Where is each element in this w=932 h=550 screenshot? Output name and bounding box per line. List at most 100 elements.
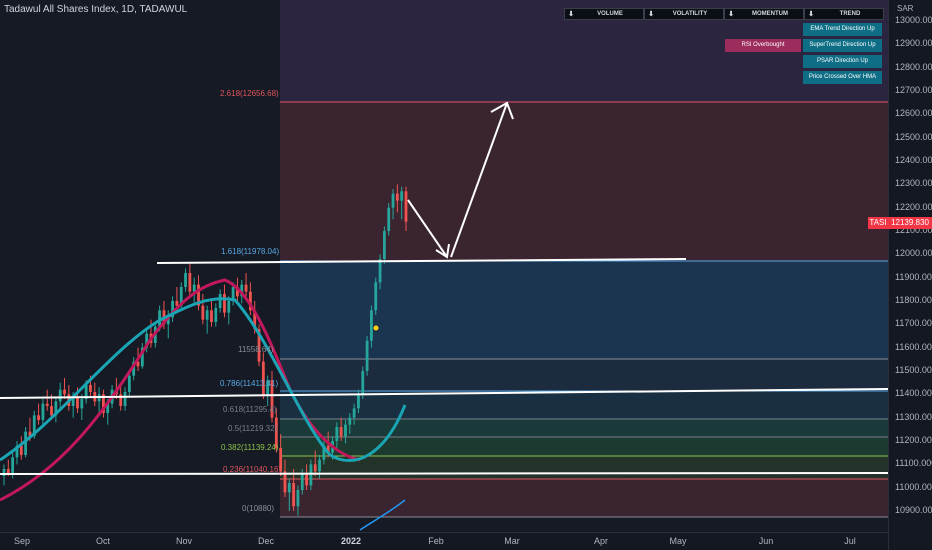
price-chart[interactable]	[0, 0, 888, 532]
candle-body	[395, 193, 399, 201]
candle-body	[309, 464, 313, 486]
candle-body	[382, 231, 386, 259]
price-tick-label: 12000.000	[895, 248, 932, 259]
candle-body	[266, 380, 270, 395]
candle-body	[387, 207, 391, 231]
down-arrow-icon: ⬇	[808, 11, 814, 18]
candle-body	[37, 415, 40, 420]
fib-zone-green2	[280, 437, 888, 456]
candle-body	[365, 340, 369, 371]
panel-header-trend[interactable]: ⬇ TREND	[804, 8, 884, 20]
panel-header-label: VOLATILITY	[672, 11, 708, 17]
candle-body	[374, 282, 378, 311]
candle-body	[378, 259, 382, 283]
price-tick-label: 11300.000	[895, 411, 932, 422]
fib-label-0382: 0.382(11139.24)	[221, 443, 279, 452]
price-scale[interactable]: SAR 13000.000 12900.000 12800.000 12700.000…	[888, 0, 932, 550]
panel-header-volume[interactable]: ⬇ VOLUME	[564, 8, 644, 20]
price-tick-label: 11700.000	[895, 318, 932, 329]
candle-body	[123, 392, 127, 406]
candle-body	[218, 294, 222, 308]
candle-body	[400, 191, 404, 201]
candle-body	[261, 361, 265, 395]
candle-body	[335, 427, 339, 441]
candle-body	[171, 301, 174, 318]
candle-body	[197, 284, 200, 306]
candle-body	[71, 396, 75, 406]
price-tick-label: 11200.000	[895, 435, 932, 445]
candle-body	[287, 483, 291, 493]
candle-body	[45, 403, 49, 406]
time-label-oct: Oct	[95, 536, 111, 546]
time-scale[interactable]: Sep Oct Nov Dec 2022 Feb Mar Apr May Jun…	[0, 532, 888, 550]
candle-body	[188, 273, 192, 292]
fib-zone-upper	[280, 102, 888, 261]
price-tick-label: 12100.000	[895, 225, 932, 235]
price-tick-label: 11900.000	[895, 271, 932, 282]
candle-body	[357, 394, 360, 409]
fib-label-1: 11558.64)	[238, 345, 274, 354]
price-tick-label: 12400.000	[895, 155, 932, 165]
panel-header-label: TREND	[839, 11, 861, 17]
candle-body	[192, 284, 196, 292]
fib-zone-grey	[280, 359, 888, 391]
chart-title: Tadawul All Shares Index, 1D, TADAWUL	[4, 4, 188, 15]
price-tick-label: 12600.000	[895, 108, 932, 119]
price-tick-label: 13000.000	[895, 15, 932, 25]
projection-arrow-down[interactable]	[407, 199, 450, 259]
price-tick-label: 12900.000	[895, 38, 932, 49]
candle-body	[41, 403, 45, 420]
candle-body	[89, 385, 92, 392]
candle-body	[80, 399, 84, 409]
candle-body	[313, 464, 317, 472]
price-tick-label: 12300.000	[895, 178, 932, 189]
candle-body	[136, 361, 140, 367]
time-label-mar: Mar	[504, 536, 520, 546]
fib-label-05: 0.5(11219.32)	[228, 424, 278, 433]
candle-body	[404, 191, 408, 222]
candle-body	[214, 308, 218, 322]
time-label-feb: Feb	[428, 536, 444, 546]
candle-body	[305, 473, 308, 486]
resistance-trendline[interactable]	[156, 258, 687, 264]
candle-body	[127, 375, 131, 392]
down-arrow-icon: ⬇	[568, 11, 574, 18]
time-label-may: May	[669, 536, 687, 546]
fib-label-0786: 0.786(11413.41)	[220, 379, 279, 388]
candle-body	[84, 385, 88, 399]
candle-body	[58, 389, 62, 402]
candle-body	[270, 380, 274, 418]
time-label-nov: Nov	[175, 536, 193, 546]
price-tick-label: 12700.000	[895, 85, 932, 95]
panel-header-label: MOMENTUM	[752, 11, 788, 17]
candle-body	[348, 417, 352, 425]
candle-body	[391, 193, 395, 208]
fib-label-0236: 0.236(11040.16)	[223, 465, 282, 474]
chart-pane[interactable]: Tadawul All Shares Index, 1D, TADAWUL 2.…	[0, 0, 888, 532]
candle-body	[201, 305, 205, 320]
candle-body	[231, 287, 235, 301]
fib-label-0618: 0.618(11295.4)	[223, 405, 277, 414]
candle-body	[223, 294, 226, 313]
candle-body	[344, 424, 347, 437]
fib-lines	[280, 101, 888, 518]
down-arrow-icon: ⬇	[728, 11, 734, 18]
candle-body	[210, 310, 213, 322]
candle-body	[236, 287, 239, 297]
candle-body	[24, 431, 28, 455]
panel-header-momentum[interactable]: ⬇ MOMENTUM	[724, 8, 804, 20]
price-tick-label: 11600.000	[895, 341, 932, 352]
signal-psar: PSAR Direction Up	[803, 55, 882, 68]
candle-body	[102, 394, 105, 413]
projection-arrow-up[interactable]	[450, 101, 514, 258]
candle-body	[158, 310, 162, 327]
candle-body	[274, 417, 278, 448]
lower-band-line	[359, 499, 406, 531]
lower-support-trendline[interactable]	[0, 472, 888, 475]
candle-body	[244, 284, 248, 292]
price-tick-label: 11800.000	[895, 295, 932, 305]
candle-body	[179, 287, 183, 306]
panel-header-volatility[interactable]: ⬇ VOLATILITY	[644, 8, 724, 20]
candle-body	[140, 347, 144, 367]
support-trendline[interactable]	[0, 388, 888, 399]
